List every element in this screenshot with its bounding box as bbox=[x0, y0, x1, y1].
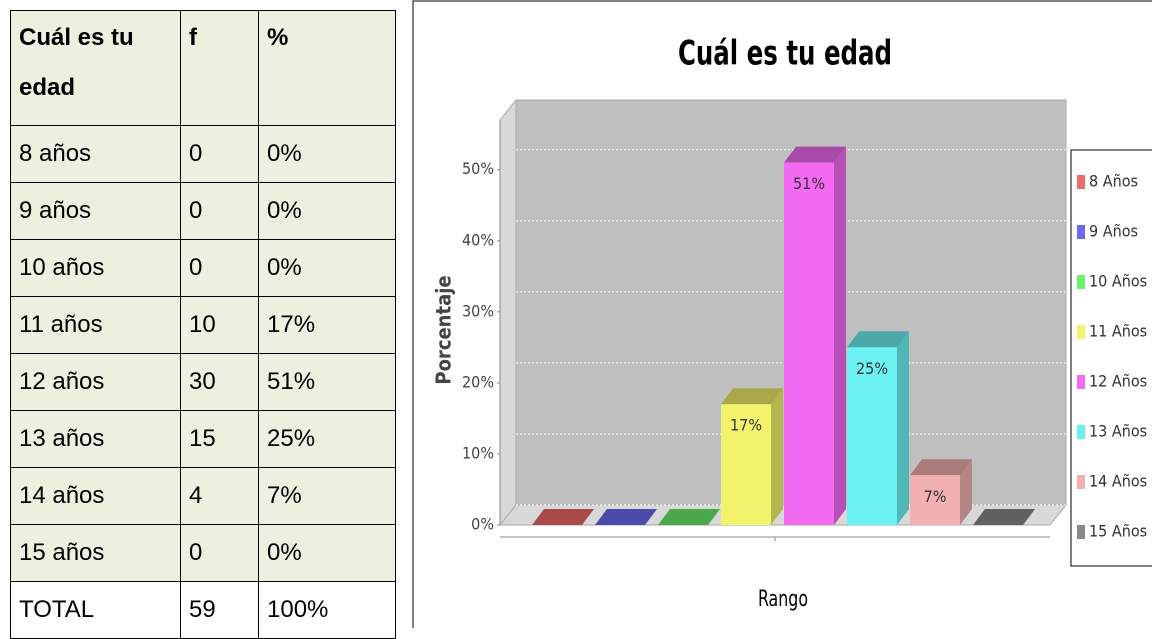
y-axis-label: Porcentaje bbox=[432, 275, 456, 384]
table-cell: 7% bbox=[258, 467, 396, 525]
table-cell: 30 bbox=[180, 353, 259, 411]
table-cell: 14 años bbox=[10, 467, 181, 525]
legend-swatch bbox=[1077, 425, 1085, 439]
legend-label: 8 Años bbox=[1089, 172, 1138, 191]
legend-swatch bbox=[1077, 475, 1085, 489]
table-cell: 0% bbox=[258, 125, 396, 183]
table-cell: 15 años bbox=[10, 524, 181, 582]
chart-title: Cuál es tu edad bbox=[678, 33, 892, 73]
table-cell: 0 bbox=[180, 182, 259, 240]
table-row: 11 años 10 17% bbox=[10, 296, 396, 354]
data-label: 17% bbox=[730, 416, 762, 435]
data-label: 7% bbox=[924, 487, 947, 506]
table-cell: 15 bbox=[180, 410, 259, 468]
data-label: 51% bbox=[793, 174, 825, 193]
table-row: 13 años 15 25% bbox=[10, 410, 396, 468]
bar-side bbox=[897, 331, 909, 525]
table-cell: 0 bbox=[180, 524, 259, 582]
table-row: 9 años 0 0% bbox=[10, 182, 396, 240]
legend-swatch bbox=[1077, 375, 1085, 389]
legend-label: 10 Años bbox=[1089, 272, 1147, 291]
table-cell: 0 bbox=[180, 125, 259, 183]
table-cell: 51% bbox=[258, 353, 396, 411]
bar-side bbox=[960, 459, 972, 525]
bar bbox=[910, 475, 960, 525]
legend-box bbox=[1070, 149, 1152, 567]
data-label: 25% bbox=[856, 359, 888, 378]
table-cell: Cuál es tu edad bbox=[10, 10, 181, 126]
bar-top bbox=[847, 331, 909, 348]
bar-top bbox=[721, 388, 783, 405]
legend-swatch bbox=[1077, 175, 1085, 189]
legend-label: 11 Años bbox=[1089, 322, 1147, 341]
table-row: 15 años 0 0% bbox=[10, 524, 396, 582]
legend-swatch bbox=[1077, 525, 1085, 539]
y-tick-label: 30% bbox=[462, 301, 494, 320]
bar bbox=[847, 347, 897, 525]
y-tick-label: 40% bbox=[462, 230, 494, 249]
legend-label: 14 Años bbox=[1089, 472, 1147, 491]
bar-top bbox=[595, 509, 657, 525]
table-row: 10 años 0 0% bbox=[10, 239, 396, 297]
bar-top bbox=[532, 509, 594, 525]
legend-label: 9 Años bbox=[1089, 222, 1138, 241]
bar bbox=[784, 162, 834, 525]
table-cell: 11 años bbox=[10, 296, 181, 354]
legend-label: 13 Años bbox=[1089, 422, 1147, 441]
table-cell: 0% bbox=[258, 524, 396, 582]
table-cell: 9 años bbox=[10, 182, 181, 240]
y-tick-label: 50% bbox=[462, 159, 494, 178]
legend-swatch bbox=[1077, 325, 1085, 339]
table-row: 12 años 30 51% bbox=[10, 353, 396, 411]
x-axis-label: Rango bbox=[758, 586, 808, 611]
data-table: Cuál es tu edad f% 8 años 0 0% 9 años 0 0% 10 añ… bbox=[10, 10, 396, 639]
bar-top bbox=[910, 459, 972, 476]
bar bbox=[721, 404, 771, 525]
y-tick-label: 10% bbox=[462, 443, 494, 462]
legend-label: 12 Años bbox=[1089, 372, 1147, 391]
table-cell: 8 años bbox=[10, 125, 181, 183]
table-cell: 25% bbox=[258, 410, 396, 468]
legend-swatch bbox=[1077, 275, 1085, 289]
table-cell: 4 bbox=[180, 467, 259, 525]
bar-top bbox=[784, 146, 846, 163]
table-cell: % bbox=[258, 10, 396, 126]
legend-swatch bbox=[1077, 225, 1085, 239]
y-tick-label: 0% bbox=[471, 515, 494, 534]
table-row: Cuál es tu edad f% bbox=[10, 10, 396, 126]
legend-label: 15 Años bbox=[1089, 522, 1147, 541]
bar-side bbox=[771, 388, 783, 525]
table-row: 8 años 0 0% bbox=[10, 125, 396, 183]
table-row: 14 años 4 7% bbox=[10, 467, 396, 525]
y-tick-label: 20% bbox=[462, 372, 494, 391]
table-cell: 10 años bbox=[10, 239, 181, 297]
side-wall bbox=[499, 98, 517, 527]
table-cell: f bbox=[180, 10, 259, 126]
table-cell: 12 años bbox=[10, 353, 181, 411]
bar-top bbox=[658, 509, 720, 525]
bar-side bbox=[834, 146, 846, 525]
table-cell: 10 bbox=[180, 296, 259, 354]
table-cell: 0% bbox=[258, 239, 396, 297]
table-cell: 0% bbox=[258, 182, 396, 240]
bar-top bbox=[973, 509, 1035, 525]
table-cell: 13 años bbox=[10, 410, 181, 468]
